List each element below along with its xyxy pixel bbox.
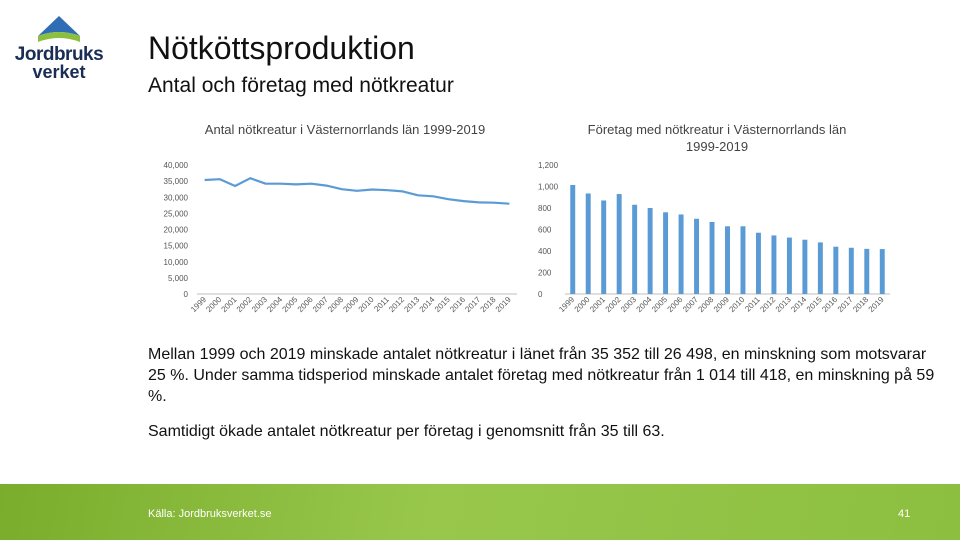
x-tick-label: 2006 [666,295,685,314]
x-tick-label: 2005 [281,295,300,314]
x-tick-label: 2016 [820,295,839,314]
page-subtitle: Antal och företag med nötkreatur [148,74,454,97]
bar [709,221,715,294]
x-tick-label: 2007 [311,295,330,314]
y-tick-label: 1,200 [538,161,559,170]
x-tick-label: 2003 [619,295,638,314]
x-tick-label: 2011 [743,295,762,314]
x-tick-label: 2004 [265,295,284,314]
bar [632,204,638,294]
page-number: 41 [898,508,911,520]
x-tick-label: 2016 [448,295,467,314]
chart-title-farms: Företag med nötkreatur i Västernorrlands… [587,122,847,154]
x-tick-label: 2019 [867,295,886,314]
paragraph-summary: Mellan 1999 och 2019 minskade antalet nö… [148,346,935,405]
series-line [204,177,510,205]
logo: Jordbruks verket [14,14,104,84]
x-tick-label: 2005 [650,295,669,314]
x-tick-label: 2000 [573,295,592,314]
y-tick-label: 25,000 [164,209,189,218]
y-tick-label: 200 [538,269,552,278]
x-tick-label: 2011 [372,295,391,314]
y-tick-label: 10,000 [164,258,189,267]
x-tick-label: 2012 [758,295,777,314]
y-tick-label: 400 [538,247,552,256]
bar [585,193,591,294]
bar [771,235,777,294]
bar [694,218,700,294]
x-tick-label: 2000 [204,295,223,314]
bar [802,239,808,294]
x-tick-label: 2009 [712,295,731,314]
x-tick-label: 2014 [418,295,437,314]
x-tick-label: 2014 [789,295,808,314]
chart-farms: 1,2001,000800600400200019992000200120022… [538,161,890,314]
y-tick-label: 5,000 [168,274,189,283]
bar [647,208,653,294]
x-tick-label: 2001 [588,295,607,314]
y-tick-label: 1,000 [538,183,559,192]
bar [740,226,746,294]
logo-mark-icon [38,16,80,42]
bar [864,248,870,294]
bar [678,214,684,294]
footer-source: Källa: Jordbruksverket.se [148,508,272,520]
paragraph-average: Samtidigt ökade antalet nötkreatur per f… [148,423,665,440]
x-tick-label: 2012 [387,295,406,314]
y-tick-label: 0 [538,290,543,299]
x-tick-label: 2015 [805,295,824,314]
bar [848,247,854,294]
x-tick-label: 2008 [696,295,715,314]
x-tick-label: 2006 [296,295,315,314]
x-tick-label: 2017 [463,295,482,314]
bar [755,232,761,294]
y-tick-label: 40,000 [164,161,189,170]
bar [601,200,607,294]
bar [663,212,669,294]
x-tick-label: 2002 [604,295,623,314]
y-tick-label: 15,000 [164,242,189,251]
y-tick-label: 35,000 [164,177,189,186]
x-tick-label: 2008 [326,295,345,314]
bar [786,237,792,294]
x-tick-label: 2015 [433,295,452,314]
logo-text-line1: Jordbruks [14,44,104,65]
x-tick-label: 2013 [774,295,793,314]
page-title: Nötköttsproduktion [148,30,415,66]
chart-title-cattle: Antal nötkreatur i Västernorrlands län 1… [204,122,486,137]
x-tick-label: 2001 [220,295,239,314]
x-tick-label: 2017 [836,295,855,314]
x-tick-label: 1999 [557,295,576,314]
x-tick-label: 2018 [851,295,870,314]
x-tick-label: 2013 [402,295,421,314]
chart-cattle: 40,000 35,000 30,000 25,000 20,000 15,000 10,0… [164,161,517,314]
x-tick-label: 1999 [189,295,208,314]
x-tick-label: 2004 [635,295,654,314]
bar [833,246,839,294]
x-tick-label: 2009 [341,295,360,314]
bar [725,226,730,294]
y-tick-label: 30,000 [164,193,189,202]
x-tick-label: 2019 [494,295,513,314]
x-tick-label: 2007 [681,295,700,314]
bar [817,242,823,294]
bar [616,194,622,294]
x-tick-label: 2003 [250,295,269,314]
x-tick-label: 2002 [235,295,254,314]
footer-bar [0,484,960,540]
y-tick-label: 0 [184,290,189,299]
y-tick-label: 20,000 [164,226,189,235]
logo-text-line2: verket [32,62,86,82]
x-tick-label: 2018 [479,295,498,314]
x-tick-label: 2010 [357,295,376,314]
y-tick-label: 800 [538,204,552,213]
y-tick-label: 600 [538,226,552,235]
x-tick-label: 2010 [727,295,746,314]
bar [570,184,576,294]
bar [879,249,885,294]
